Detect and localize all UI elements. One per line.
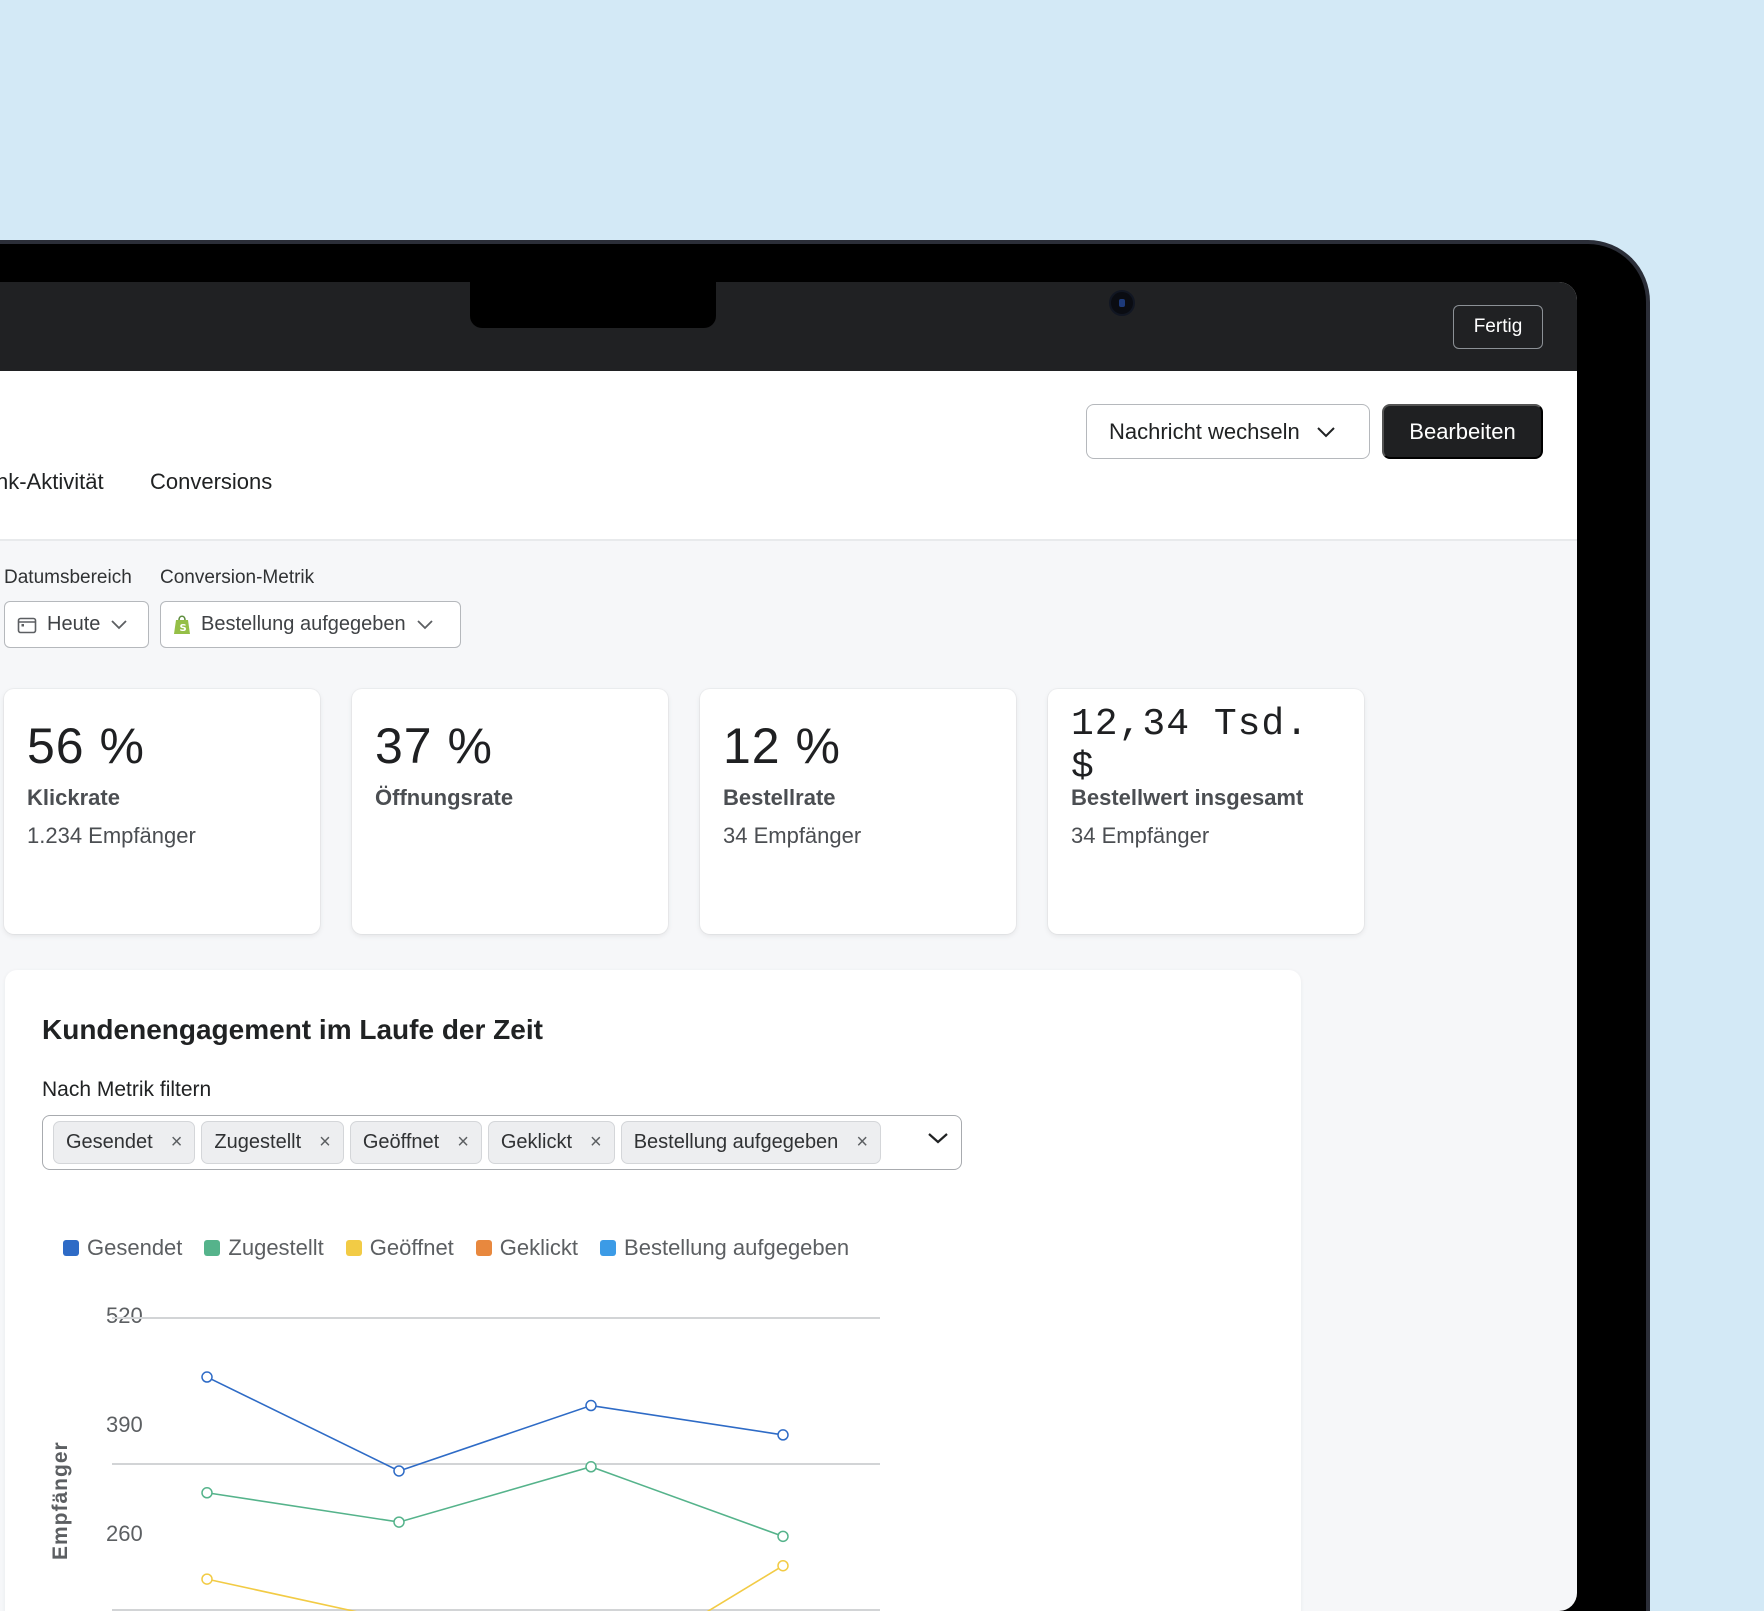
top-bar: Fertig [0, 282, 1577, 371]
metric-sub: 34 Empfänger [1071, 823, 1210, 848]
legend-label: Gesendet [87, 1235, 183, 1260]
data-point[interactable] [201, 1487, 213, 1499]
metric-filter-label: Nach Metrik filtern [42, 1078, 212, 1101]
remove-icon[interactable]: × [856, 1131, 868, 1153]
chevron-down-icon [111, 620, 128, 630]
calendar-icon [17, 617, 37, 633]
filter-chip-order-placed: Bestellung aufgegeben × [620, 1121, 881, 1164]
remove-icon[interactable]: × [457, 1131, 469, 1153]
remove-icon[interactable]: × [170, 1131, 183, 1153]
conversion-metric-label: Conversion-Metrik [160, 567, 315, 588]
metric-label: Öffnungsrate [375, 785, 514, 810]
edit-button[interactable]: Bearbeiten [1382, 404, 1543, 459]
date-range-select[interactable]: Heute [4, 601, 149, 648]
done-button[interactable]: Fertig [1453, 305, 1543, 349]
data-point[interactable] [393, 1516, 405, 1528]
metric-card-order-value: 12,34 Tsd. $ Bestellwert insgesamt 34 Em… [1048, 689, 1364, 934]
metric-value: 12 % [723, 718, 841, 774]
engagement-chart-card: Kundenengagement im Laufe der Zeit Nach … [5, 970, 1301, 1611]
device-screen: Fertig Nachricht wechseln Bearbeiten nk-… [0, 282, 1577, 1611]
metric-label: Bestellrate [723, 785, 836, 810]
line-chart-plot [112, 1317, 880, 1611]
data-point[interactable] [201, 1573, 213, 1585]
svg-text:S: S [180, 623, 187, 634]
y-tick-label: 520 [106, 1303, 143, 1328]
filter-chip-clicked: Geklickt × [487, 1121, 615, 1164]
y-tick-label: 390 [106, 1412, 143, 1437]
metric-filter-multiselect[interactable]: Gesendet × Zugestellt × Geöffnet × Geklickt… [42, 1115, 962, 1170]
tab-conversions[interactable]: Conversions [150, 469, 273, 494]
metric-sub: 34 Empfänger [723, 823, 862, 848]
chart-title: Kundenengagement im Laufe der Zeit [42, 1014, 543, 1045]
legend-item-delivered[interactable]: Zugestellt [204, 1235, 324, 1261]
metric-sub: 1.234 Empfänger [27, 823, 196, 848]
filter-chip-sent: Gesendet × [53, 1121, 196, 1164]
legend-item-order-placed[interactable]: Bestellung aufgegeben [600, 1235, 849, 1261]
metric-value: 56 % [27, 718, 145, 774]
legend-item-sent[interactable]: Gesendet [63, 1235, 182, 1261]
metric-value: 12,34 Tsd. $ [1071, 703, 1310, 789]
legend-label: Bestellung aufgegeben [624, 1235, 850, 1260]
tab-link-activity[interactable]: nk-Aktivität [0, 469, 104, 494]
swatch-icon [63, 1240, 79, 1256]
swatch-icon [204, 1240, 221, 1256]
chip-label: Geklickt [500, 1131, 572, 1153]
switch-message-button[interactable]: Nachricht wechseln [1086, 404, 1370, 459]
legend-label: Zugestellt [228, 1235, 324, 1260]
date-range-value: Heute [47, 613, 101, 635]
data-point[interactable] [585, 1461, 597, 1473]
legend-item-opened[interactable]: Geöffnet [345, 1235, 454, 1261]
y-tick-label: 260 [106, 1521, 143, 1546]
chip-label: Bestellung aufgegeben [633, 1131, 839, 1153]
shopify-bag-icon: S [174, 615, 190, 634]
data-point[interactable] [777, 1429, 789, 1441]
date-range-label: Datumsbereich [4, 567, 132, 588]
legend-label: Geöffnet [369, 1235, 454, 1260]
conversion-metric-select[interactable]: S Bestellung aufgegeben [160, 601, 461, 648]
conversion-metric-value: Bestellung aufgegeben [201, 613, 406, 635]
chip-label: Gesendet [66, 1131, 153, 1153]
data-point[interactable] [585, 1399, 597, 1412]
chart-legend: Gesendet Zugestellt Geöffnet Geklickt Be… [63, 1235, 849, 1261]
chevron-down-icon [416, 620, 433, 630]
chip-label: Geöffnet [362, 1131, 440, 1153]
legend-item-clicked[interactable]: Geklickt [475, 1235, 579, 1261]
data-point[interactable] [777, 1559, 789, 1572]
swatch-icon [345, 1240, 362, 1256]
camera-notch [470, 282, 1135, 328]
chevron-down-icon [1317, 426, 1335, 437]
metric-label: Bestellwert insgesamt [1071, 785, 1304, 810]
metric-card-click-rate: 56 % Klickrate 1.234 Empfänger [4, 689, 320, 934]
legend-label: Geklickt [499, 1235, 579, 1260]
metric-label: Klickrate [27, 785, 120, 810]
camera-icon [1109, 290, 1135, 316]
metric-card-open-rate: 37 % Öffnungsrate [352, 689, 668, 934]
data-point[interactable] [201, 1371, 213, 1383]
chevron-down-icon[interactable] [927, 1131, 949, 1145]
page-header: Nachricht wechseln Bearbeiten nk-Aktivit… [0, 371, 1577, 541]
metric-value: 37 % [375, 718, 493, 774]
conversions-panel: Datumsbereich Conversion-Metrik Heute S … [0, 541, 1577, 1611]
chip-label: Zugestellt [214, 1131, 302, 1153]
switch-message-label: Nachricht wechseln [1109, 418, 1300, 444]
filter-chip-opened: Geöffnet × [349, 1121, 482, 1164]
filter-chip-delivered: Zugestellt × [201, 1121, 344, 1164]
data-point[interactable] [393, 1465, 405, 1477]
metric-card-order-rate: 12 % Bestellrate 34 Empfänger [700, 689, 1016, 934]
remove-icon[interactable]: × [319, 1131, 331, 1153]
swatch-icon [600, 1240, 617, 1256]
swatch-icon [475, 1240, 492, 1256]
data-point[interactable] [777, 1530, 789, 1543]
remove-icon[interactable]: × [590, 1131, 602, 1153]
